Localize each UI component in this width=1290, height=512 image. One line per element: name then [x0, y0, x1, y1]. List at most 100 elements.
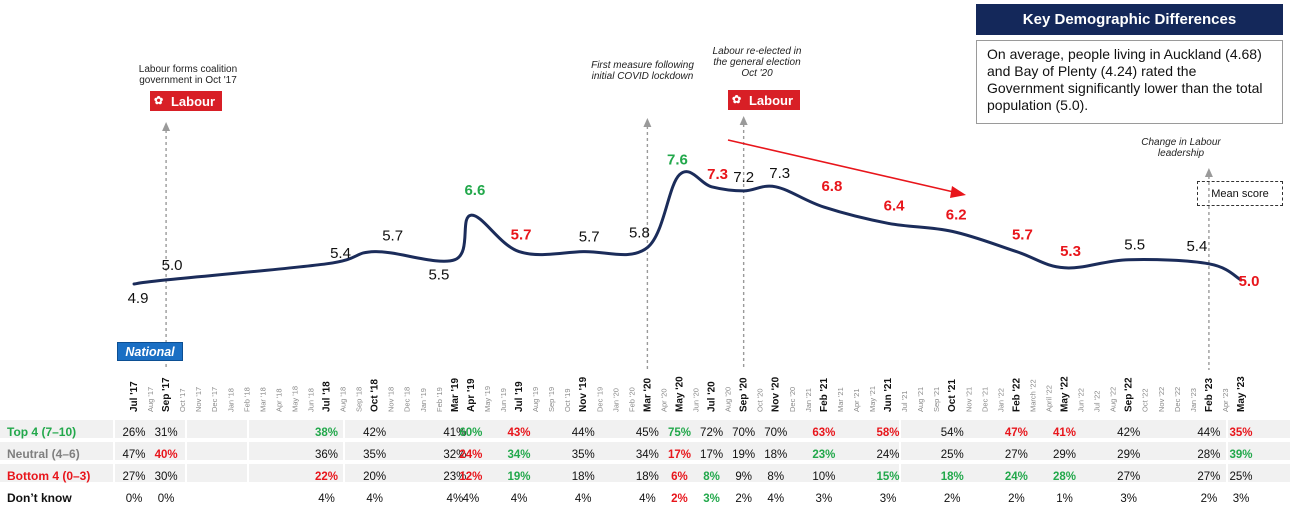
table-cell: 35% [363, 449, 386, 461]
point-label: 5.0 [162, 257, 183, 274]
mean-score-line [132, 170, 1243, 286]
table-column-gap [247, 418, 249, 494]
table-cell: 3% [880, 493, 897, 505]
x-tick-label: May '23 [1236, 376, 1247, 412]
table-cell: 3% [1233, 493, 1250, 505]
x-tick-label: Feb '23 [1204, 378, 1215, 412]
table-cell: 35% [1229, 427, 1252, 439]
table-cell: 47% [122, 449, 145, 461]
table-cell: 8% [703, 471, 720, 483]
x-tick-label: Oct '20 [756, 388, 765, 412]
event-arrowhead [643, 118, 652, 127]
x-tick-label: Jan '18 [226, 388, 235, 412]
x-tick-label: Nov '18 [387, 387, 396, 412]
key-differences-text: On average, people living in Auckland (4… [976, 40, 1283, 124]
table-cell: 10% [812, 471, 835, 483]
point-label: 5.4 [1186, 238, 1207, 255]
x-tick-label: Jul '19 [514, 381, 525, 412]
table-cell: 19% [732, 449, 755, 461]
table-cell: 4% [767, 493, 784, 505]
x-tick-label: Sep '22 [1124, 377, 1135, 412]
x-tick-label: Dec '18 [403, 387, 412, 412]
point-labels: 4.9 5.0 5.4 5.7 5.5 6.6 5.7 5.7 5.8 7.6 7.3 7.2 7.3 6… [128, 152, 1260, 307]
annotation-coalition: Labour forms coalition government in Oct… [138, 64, 238, 86]
table-cell: 44% [572, 427, 595, 439]
x-tick-label: Aug '18 [339, 387, 348, 412]
x-tick-label: Jan '21 [804, 388, 813, 412]
x-tick-label: April '22 [1044, 385, 1053, 412]
table-cell: 29% [1117, 449, 1140, 461]
annotation-reelected: Labour re-elected in the general electio… [712, 46, 802, 79]
table-cell: 28% [1053, 471, 1076, 483]
trend-arrow [727, 139, 966, 198]
table-cell: 23% [812, 449, 835, 461]
table-cell: 2% [1008, 493, 1025, 505]
table-cell: 54% [941, 427, 964, 439]
rose-icon: ✿ [732, 94, 742, 106]
table-row-band [0, 442, 1290, 460]
x-tick-label: May '19 [483, 386, 492, 412]
x-tick-label: Jan '20 [611, 388, 620, 412]
table-cell: 34% [508, 449, 531, 461]
table-cell: 2% [944, 493, 961, 505]
national-logo: National [117, 342, 183, 361]
x-tick-label: Dec '22 [1173, 387, 1182, 412]
table-cell: 72% [700, 427, 723, 439]
table-cell: 0% [158, 493, 175, 505]
table-row-band [0, 420, 1290, 438]
table-cell: 1% [1056, 493, 1073, 505]
table-cell: 29% [1053, 449, 1076, 461]
table-cell: 28% [1197, 449, 1220, 461]
point-label: 7.2 [733, 169, 754, 186]
labour-logo-1: ✿ Labour [150, 91, 222, 111]
table-cell: 4% [639, 493, 656, 505]
table-column-gap [1226, 418, 1228, 494]
table-cell: 4% [463, 493, 480, 505]
x-tick-label: Nov '19 [578, 376, 589, 412]
x-tick-label: May '21 [868, 386, 877, 412]
table-cell: 3% [703, 493, 720, 505]
x-tick-label: Jan '22 [996, 388, 1005, 412]
table-cell: 8% [767, 471, 784, 483]
table-column-gap [899, 418, 901, 494]
x-tick-label: Dec '17 [210, 387, 219, 412]
table-cell: 4% [575, 493, 592, 505]
x-tick-label: Mar '19 [450, 377, 461, 412]
table-bands [0, 418, 1290, 494]
x-tick-label: Jun '20 [692, 388, 701, 412]
x-tick-label: Sep '21 [932, 387, 941, 412]
x-tick-label: May '18 [290, 386, 299, 412]
table-cell: 25% [941, 449, 964, 461]
x-tick-label: Feb '18 [242, 387, 251, 412]
table-cell: 44% [1197, 427, 1220, 439]
event-arrowhead [162, 122, 171, 131]
table-cell: 39% [1229, 449, 1252, 461]
table-cell: 17% [668, 449, 691, 461]
point-label: 5.0 [1239, 273, 1260, 290]
x-tick-label: Jul '21 [900, 391, 909, 412]
table-cell: 20% [363, 471, 386, 483]
x-tick-label: Sep '20 [739, 377, 750, 412]
table-cell: 4% [511, 493, 528, 505]
x-tick-label: Dec '21 [980, 387, 989, 412]
x-tick-label: Oct '21 [947, 379, 958, 412]
annotation-leadership: Change in Labour leadership [1141, 137, 1221, 159]
table-row-band [0, 464, 1290, 482]
x-tick-label: May '20 [674, 376, 685, 412]
legend-mean-score: Mean score [1197, 181, 1283, 206]
table-cell: 26% [122, 427, 145, 439]
table-cell: 41% [1053, 427, 1076, 439]
table-cell: 27% [1005, 449, 1028, 461]
point-label: 6.2 [946, 206, 967, 223]
table-row-label: Don’t know [7, 491, 72, 505]
point-label: 5.3 [1060, 243, 1081, 260]
table-cell: 2% [735, 493, 752, 505]
point-label: 5.8 [629, 225, 650, 242]
table-column-gap [113, 418, 115, 494]
point-label: 7.3 [769, 165, 790, 182]
table-cell: 35% [572, 449, 595, 461]
table-cell: 3% [1120, 493, 1137, 505]
rose-icon: ✿ [154, 95, 164, 107]
table-cell: 12% [459, 471, 482, 483]
